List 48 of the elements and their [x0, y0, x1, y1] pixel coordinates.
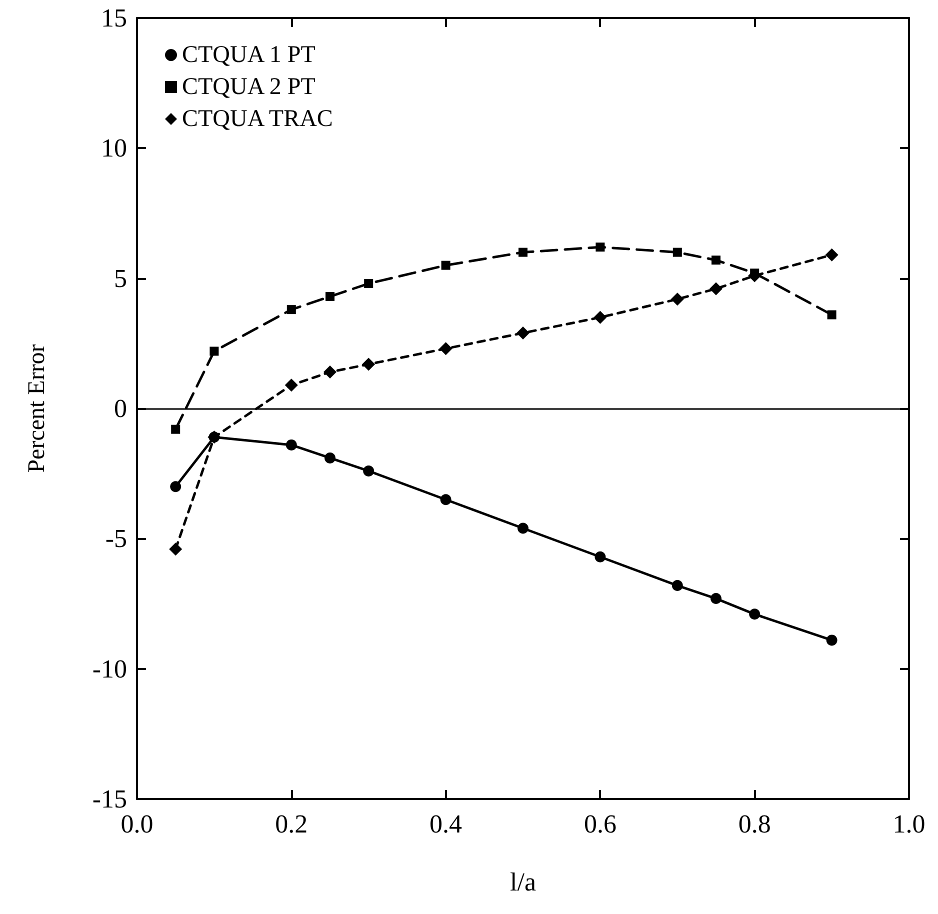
point	[440, 494, 452, 506]
point	[284, 378, 298, 392]
point	[710, 282, 722, 296]
point	[362, 358, 376, 371]
point	[712, 256, 720, 265]
point	[518, 248, 528, 257]
legend-label: CTQUA 2 PT	[182, 74, 316, 100]
x-tick-label: 0.6	[584, 810, 616, 838]
y-tick-label: -10	[92, 654, 127, 684]
point	[324, 366, 336, 379]
point	[441, 260, 450, 270]
point	[210, 346, 219, 356]
x-tick-label: 0.8	[738, 810, 771, 838]
y-tick-label: -5	[105, 524, 127, 554]
legend-label: CTQUA TRAC	[182, 106, 333, 132]
y-tick-label: 15	[101, 4, 127, 32]
point	[170, 481, 182, 492]
x-axis-title: l/a	[510, 868, 536, 896]
point	[516, 326, 530, 340]
y-axis-title: Percent Error	[24, 344, 50, 473]
point	[596, 242, 605, 252]
point	[363, 465, 374, 476]
y-tick-label: 10	[101, 134, 127, 163]
point	[672, 248, 682, 257]
legend-label: CTQUA 1 PT	[182, 42, 316, 68]
point	[827, 310, 836, 320]
point	[710, 593, 722, 604]
point	[825, 248, 838, 262]
x-tick-label: 1.0	[892, 810, 926, 838]
point	[670, 292, 684, 306]
point	[749, 608, 760, 620]
point	[286, 439, 297, 450]
point	[169, 542, 182, 556]
point	[594, 551, 606, 562]
point	[518, 522, 528, 534]
point	[171, 424, 180, 434]
point	[324, 452, 336, 464]
point	[594, 310, 607, 324]
point	[826, 634, 838, 646]
point	[286, 305, 296, 314]
x-tick-label: 0.2	[275, 810, 308, 838]
point	[439, 342, 452, 356]
point	[326, 292, 334, 302]
y-tick-label: 0	[114, 394, 127, 423]
x-tick-label: 0.4	[430, 810, 462, 838]
point	[672, 580, 683, 592]
point	[364, 279, 374, 288]
y-tick-label: 5	[114, 264, 127, 293]
